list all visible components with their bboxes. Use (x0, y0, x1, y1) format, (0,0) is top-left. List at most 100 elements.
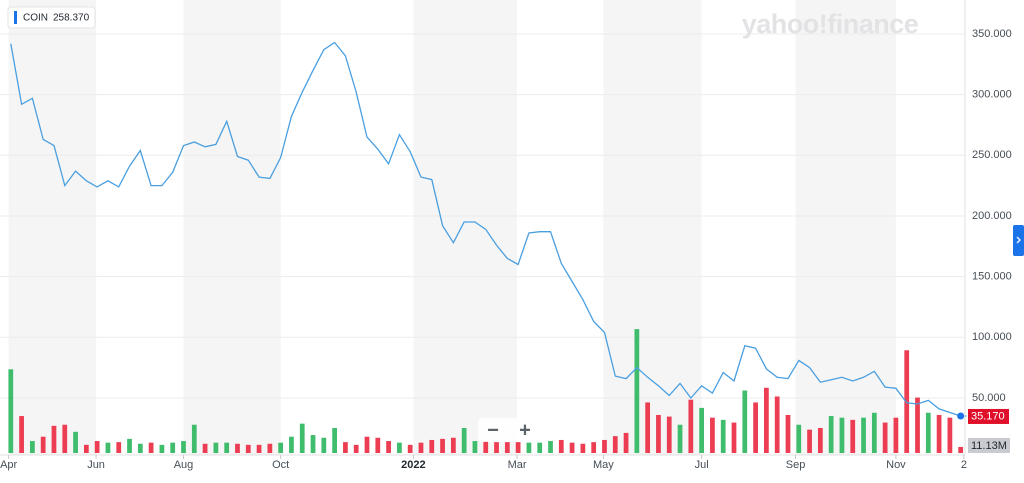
volume-bar (666, 416, 672, 453)
volume-bar (450, 437, 456, 453)
volume-bar (418, 442, 424, 453)
x-tick-label: Jun (87, 459, 105, 471)
volume-bar (612, 436, 618, 453)
price-line (10, 41, 961, 417)
legend-symbol: COIN (23, 13, 48, 24)
volume-bar (947, 417, 953, 453)
volume-bar (537, 442, 543, 453)
volume-bar (30, 441, 35, 453)
x-tick-label: 2022 (401, 459, 425, 471)
legend-box[interactable] (7, 6, 96, 29)
y-tick-label: 200.000 (972, 210, 1012, 222)
watermark: yahoo!finance (742, 9, 919, 39)
volume-bar (731, 422, 737, 453)
volume-bar (958, 446, 964, 453)
volume-bar (224, 442, 230, 453)
legend[interactable]: COIN 258.370 (7, 6, 96, 29)
month-band (8, 0, 97, 455)
volume-bar (159, 444, 165, 453)
volume-bar (310, 435, 316, 453)
volume-bar (936, 414, 942, 453)
zoom-controls[interactable]: − + (478, 418, 538, 442)
volume-bar (429, 439, 435, 453)
x-tick-label: Oct (272, 459, 289, 471)
x-tick-label: Jul (695, 459, 709, 471)
volume-bar (353, 444, 359, 453)
volume-bar (105, 442, 111, 453)
volume-bar (753, 402, 758, 453)
volume-bar (62, 424, 68, 453)
volume-bar (904, 350, 910, 453)
volume-bar (882, 422, 888, 453)
zoom-box (478, 418, 538, 442)
volume-bar (364, 436, 370, 453)
side-panel-toggle[interactable] (1013, 225, 1024, 256)
volume-bar (504, 442, 510, 453)
month-band (183, 0, 281, 455)
legend-value: 258.370 (53, 13, 90, 24)
volume-bar (127, 438, 132, 453)
volume-bar (677, 424, 683, 453)
last-price-dot (957, 412, 965, 420)
volume-bar (548, 441, 553, 453)
volume-bar (137, 443, 143, 453)
volume-bar (407, 444, 413, 453)
volume-bar (742, 390, 748, 453)
volume-bar (73, 431, 78, 453)
volume-bar (8, 369, 14, 453)
volume-bar (925, 412, 931, 453)
volume-bar (235, 443, 240, 453)
volume-bar (289, 436, 294, 453)
volume-bar (148, 442, 154, 453)
volume-bar (321, 437, 327, 453)
volume-bar (267, 443, 273, 453)
volume-bar (817, 428, 823, 453)
volume-bar (634, 329, 640, 453)
volume-bar (94, 441, 100, 453)
volume-bar (850, 419, 856, 453)
volume-bar (256, 444, 262, 453)
zoom-out[interactable]: − (487, 419, 499, 441)
month-band (795, 0, 896, 455)
y-tick-label: 100.000 (972, 331, 1012, 343)
month-band (413, 0, 518, 455)
volume-bar (569, 442, 575, 453)
volume-bar (602, 439, 607, 453)
zoom-in[interactable]: + (519, 419, 531, 441)
volume-bar (828, 416, 834, 453)
volume-bar (893, 417, 899, 453)
volume-bar (915, 397, 920, 453)
legend-swatch (14, 11, 17, 24)
last-volume-badge (968, 438, 1010, 453)
volume-bar (580, 443, 586, 453)
volume-bar (213, 442, 219, 453)
volume-bar (461, 428, 467, 453)
x-tick-label: Aug (174, 459, 194, 471)
y-tick-label: 150.000 (972, 271, 1012, 283)
volume-bar (40, 436, 46, 453)
volume-bar (375, 437, 381, 453)
volume-bar (861, 417, 866, 453)
volume-bar (181, 441, 186, 453)
volume-bar (299, 423, 305, 453)
volume-bar (591, 442, 597, 453)
volume-bar (116, 442, 122, 453)
volume-bar (494, 442, 499, 453)
volume-bar (51, 425, 57, 453)
side-panel-arrow (1016, 236, 1021, 244)
volume-bar (871, 412, 877, 453)
volume-bar (515, 442, 521, 453)
y-tick-label: 300.000 (972, 89, 1012, 101)
x-tick-label: Apr (0, 459, 17, 471)
volume-bar (764, 387, 769, 453)
volume-bar (202, 443, 208, 453)
volume-bar (807, 429, 812, 453)
volume-bar (710, 417, 715, 453)
volume-bar (472, 441, 478, 453)
volume-bar (785, 414, 791, 453)
volume-bar (720, 419, 726, 453)
last-volume-label: 11.13M (971, 440, 1007, 452)
volume-bar (558, 439, 564, 453)
